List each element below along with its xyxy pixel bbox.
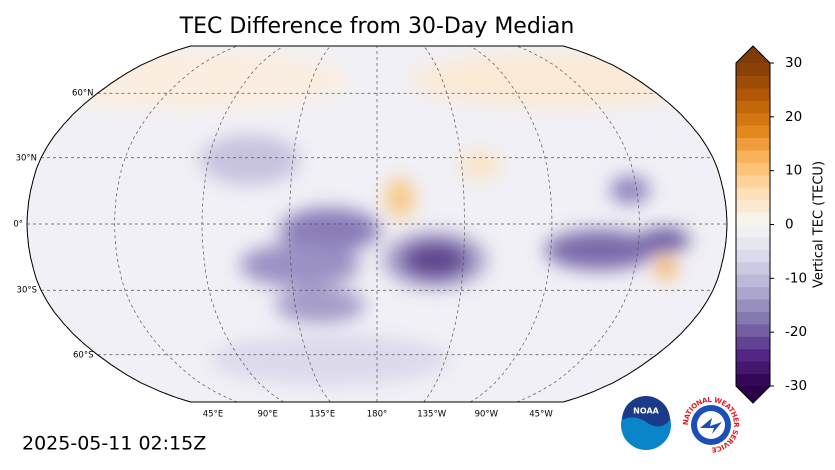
meridian (469, 45, 553, 403)
nws-inner (697, 411, 725, 439)
colorbar: -30 -20 -10 0 10 20 30 Vertical TEC (TECU) (735, 45, 827, 404)
colorbar-step (736, 336, 770, 350)
meridian (516, 45, 640, 403)
colorbar-tick-label: 0 (785, 217, 794, 233)
nws-logo: NATIONAL WEATHER SERVICE (682, 396, 740, 454)
colorbar-step (736, 75, 770, 89)
colorbar-step (736, 224, 770, 238)
colorbar-step (736, 286, 770, 300)
colorbar-tick-label: 10 (785, 163, 802, 179)
colorbar-step (736, 311, 770, 325)
colorbar-step (736, 274, 770, 288)
colorbar-tick-label: 20 (785, 109, 802, 125)
colorbar-step (736, 212, 770, 225)
colorbar-step (736, 63, 770, 76)
colorbar-tick-label: -10 (785, 270, 807, 286)
colorbar-step (736, 323, 770, 337)
lat-label: 0° (13, 220, 23, 230)
map-outline (26, 45, 728, 403)
lon-label: 180° (367, 410, 387, 420)
meridian (114, 45, 238, 403)
colorbar-step (736, 174, 770, 188)
colorbar-step (736, 236, 770, 250)
colorbar-step (736, 87, 770, 101)
lat-label: 30°S (17, 286, 37, 296)
colorbar-extend-top (736, 46, 770, 63)
lon-label: 90°W (475, 410, 499, 420)
colorbar-extend-bottom (736, 386, 770, 403)
lon-label: 135°E (309, 410, 335, 420)
colorbar-step (736, 261, 770, 275)
lon-label: 45°E (203, 410, 223, 420)
colorbar-step (736, 125, 770, 139)
colorbar-step (736, 137, 770, 151)
meridian (201, 45, 285, 403)
colorbar-step (736, 373, 770, 387)
colorbar-step (736, 348, 770, 362)
lon-label: 90°E (257, 410, 277, 420)
colorbar-step (736, 149, 770, 163)
colorbar-tick-label: 30 (785, 55, 802, 71)
map (26, 45, 728, 403)
colorbar-step (736, 361, 770, 375)
lon-label: 45°W (529, 410, 553, 420)
colorbar-step (736, 187, 770, 201)
lat-label: 60°S (73, 350, 93, 360)
title: TEC Difference from 30-Day Median (179, 14, 575, 39)
noaa-text: NOAA (633, 407, 659, 416)
colorbar-step (736, 299, 770, 312)
colorbar-tick-label: -20 (785, 324, 807, 340)
timestamp: 2025-05-11 02:15Z (22, 433, 206, 455)
nws-mark (700, 418, 722, 434)
noaa-logo: NOAA (621, 396, 671, 450)
lon-label: 135°W (417, 410, 446, 420)
colorbar-step (736, 112, 770, 126)
colorbar-tick-label: -30 (785, 378, 807, 394)
meridian (423, 45, 465, 403)
colorbar-label: Vertical TEC (TECU) (812, 161, 827, 288)
colorbar-step (736, 162, 770, 176)
colorbar-step (736, 249, 770, 263)
colorbar-step (736, 199, 770, 213)
colorbar-step (736, 100, 770, 114)
lat-label: 60°N (72, 89, 93, 99)
meridian (289, 45, 331, 403)
noaa-top (622, 396, 670, 427)
lat-label: 30°N (16, 153, 37, 163)
